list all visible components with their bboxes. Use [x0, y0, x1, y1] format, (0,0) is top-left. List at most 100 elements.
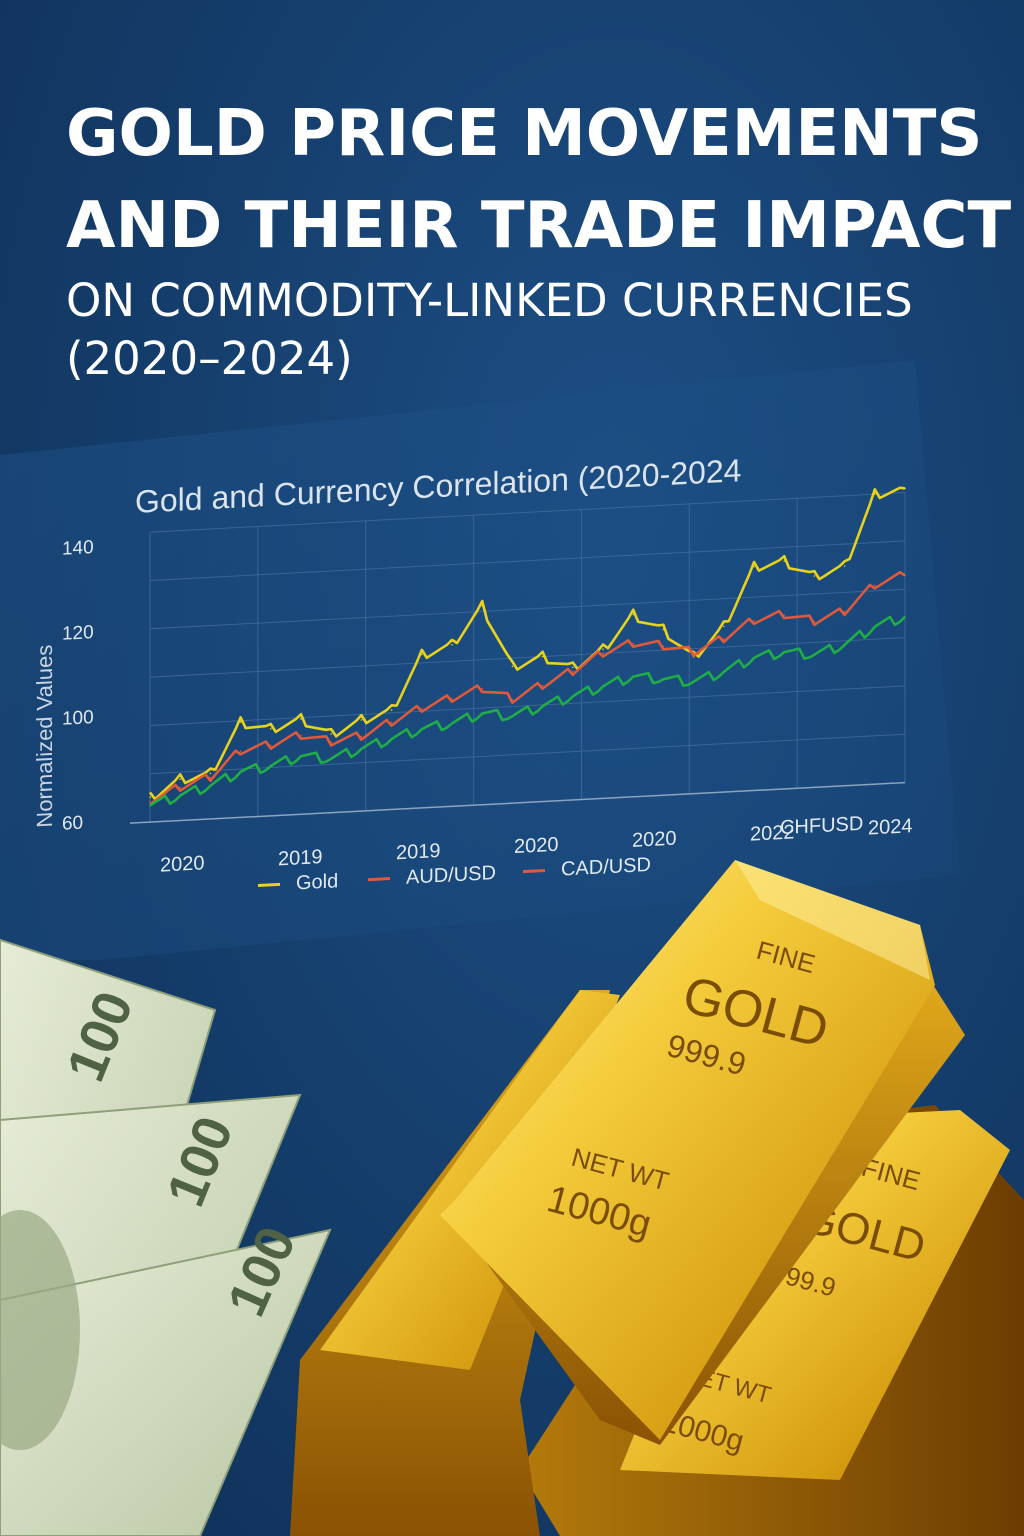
gold-bar-back: FINE GOLD 999.9 NET WT 1000g	[520, 1105, 1024, 1536]
data-point-chfusd	[300, 755, 302, 758]
data-point-chfusd	[209, 785, 212, 787]
data-point-chfusd	[149, 804, 151, 807]
data-point-gold	[511, 665, 514, 668]
data-point-gold	[451, 643, 453, 646]
data-point-audusd	[149, 800, 151, 803]
data-point-audusd	[874, 584, 876, 587]
data-point-chfusd	[632, 675, 635, 678]
data-point-audusd	[270, 744, 272, 747]
data-point-audusd	[541, 684, 544, 687]
note-denomination-1: 100	[55, 983, 144, 1089]
portrait-icon	[0, 1210, 80, 1450]
data-point-audusd	[813, 620, 816, 623]
data-point-chfusd	[360, 748, 363, 750]
data-point-chfusd	[390, 738, 393, 740]
bar-netwt-label: NET WT	[568, 1142, 672, 1197]
data-point-gold	[783, 560, 786, 562]
grid-line-h	[150, 733, 905, 775]
legend-label: CAD/USD	[561, 854, 651, 881]
grid-line-h	[150, 588, 905, 630]
y-tick-label: 140	[62, 537, 94, 560]
data-point-chfusd	[451, 722, 453, 725]
legend-swatch	[523, 868, 545, 874]
data-point-audusd	[723, 637, 725, 640]
data-point-gold	[753, 565, 755, 568]
data-point-gold	[874, 493, 876, 495]
data-point-gold	[481, 605, 484, 607]
data-point-chfusd	[572, 695, 574, 698]
data-point-chfusd	[723, 671, 725, 673]
series-line-gold	[148, 486, 906, 801]
data-point-chfusd	[541, 705, 544, 708]
data-point-gold	[602, 648, 604, 651]
data-point-chfusd	[602, 685, 604, 688]
data-point-audusd	[300, 734, 302, 737]
x-tick-label: 2020	[632, 828, 676, 852]
data-point-audusd	[632, 642, 635, 645]
svg-text:999.9: 999.9	[768, 1257, 839, 1303]
data-point-gold	[632, 613, 635, 616]
data-point-gold	[904, 487, 906, 490]
chart-area: Gold and Currency Correlation (2020-2024…	[0, 360, 1024, 960]
subtitle-line-2: (2020–2024)	[66, 332, 353, 385]
title-block: GOLD PRICE MOVEMENTS AND THEIR TRADE IMP…	[66, 88, 1011, 388]
data-point-gold	[541, 655, 544, 658]
data-point-chfusd	[179, 794, 181, 797]
data-point-audusd	[179, 786, 181, 789]
data-point-chfusd	[662, 678, 665, 681]
data-point-audusd	[360, 735, 363, 738]
data-point-chfusd	[813, 653, 816, 656]
grid-line-h	[150, 540, 905, 581]
data-point-gold	[813, 575, 816, 577]
legend-swatch	[258, 882, 280, 887]
data-point-chfusd	[783, 651, 786, 654]
title-line-1: GOLD PRICE MOVEMENTS	[66, 97, 983, 171]
data-point-audusd	[209, 776, 212, 779]
data-point-chfusd	[330, 757, 333, 760]
data-point-gold	[239, 721, 242, 723]
data-point-audusd	[511, 698, 514, 701]
note-denomination-3: 100	[216, 1218, 307, 1325]
y-tick-label: 100	[62, 707, 94, 730]
data-point-gold	[300, 718, 302, 720]
svg-text:GOLD: GOLD	[797, 1192, 930, 1272]
grid-line-h	[150, 492, 905, 533]
data-point-gold	[360, 719, 363, 721]
series-line-audusd	[149, 570, 906, 806]
data-point-chfusd	[874, 625, 876, 628]
data-point-chfusd	[239, 770, 242, 773]
data-point-audusd	[330, 741, 333, 744]
data-point-chfusd	[511, 715, 514, 717]
legend-label: CHFUSD	[780, 813, 863, 839]
data-point-chfusd	[270, 765, 272, 767]
svg-text:FINE: FINE	[858, 1152, 923, 1196]
data-point-chfusd	[421, 728, 423, 730]
data-point-audusd	[692, 651, 695, 654]
banknotes: 100 100 100	[0, 938, 332, 1536]
x-tick-label: 2020	[160, 852, 204, 876]
note-denomination-2: 100	[155, 1108, 244, 1214]
x-axis	[130, 781, 905, 824]
data-point-gold	[723, 625, 725, 628]
data-point-audusd	[390, 721, 393, 724]
data-point-audusd	[662, 645, 665, 647]
bar-gold-label: GOLD	[677, 966, 834, 1060]
data-point-gold	[421, 653, 423, 656]
y-axis-label: Normalized Values	[32, 644, 57, 828]
data-point-chfusd	[692, 680, 695, 683]
data-point-gold	[572, 666, 574, 669]
line-chart: Gold and Currency Correlation (2020-2024…	[0, 360, 960, 960]
bar-weight-label: 1000g	[543, 1178, 656, 1246]
legend-label: AUD/USD	[406, 862, 496, 889]
bar-purity-label: 999.9	[663, 1027, 750, 1082]
svg-text:NET WT: NET WT	[678, 1360, 774, 1410]
y-tick-label: 60	[62, 813, 83, 835]
x-tick-label: 2019	[278, 846, 322, 870]
data-point-audusd	[572, 670, 574, 673]
data-point-gold	[843, 565, 846, 567]
data-point-audusd	[783, 614, 786, 616]
legend-swatch	[368, 877, 390, 882]
data-point-audusd	[421, 707, 423, 710]
data-point-audusd	[239, 750, 242, 752]
x-tick-label: 2020	[514, 834, 558, 858]
